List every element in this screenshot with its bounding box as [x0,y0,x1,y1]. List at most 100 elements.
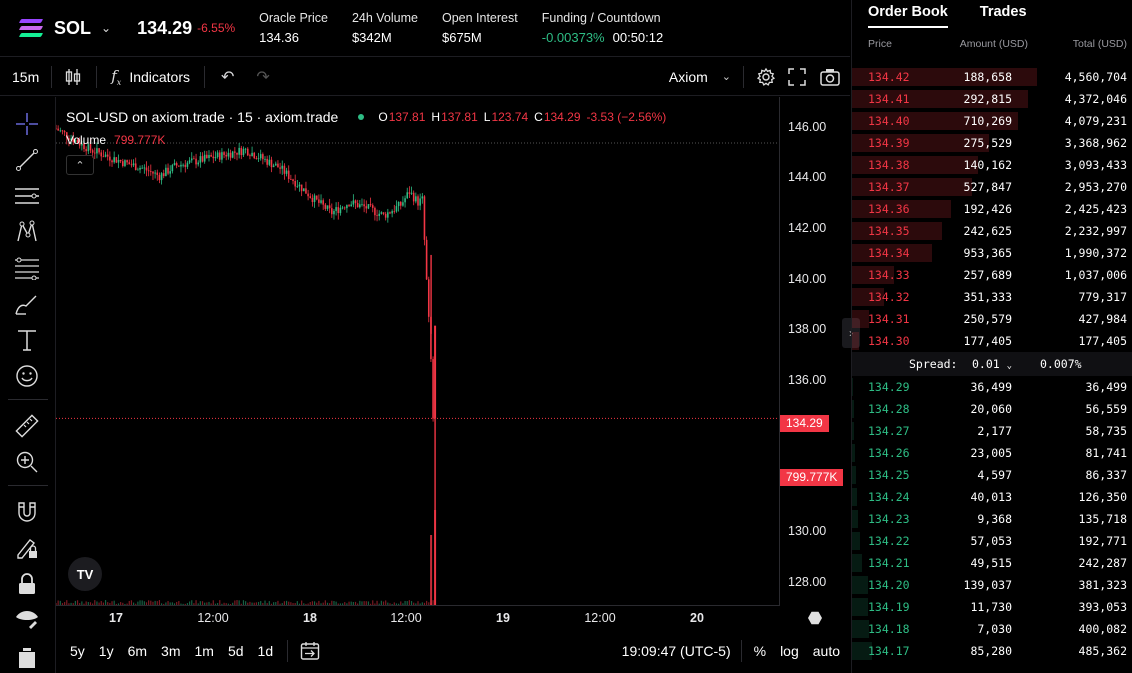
range-6m[interactable]: 6m [127,643,148,659]
bid-row[interactable]: 134.23 9,368 135,718 [852,508,1132,530]
bid-row[interactable]: 134.21 49,515 242,287 [852,552,1132,574]
crosshair-tool[interactable] [12,109,42,139]
volume-bar [290,602,292,605]
symbol-selector[interactable]: SOL ⌄ [18,18,111,39]
percent-toggle[interactable]: % [753,643,767,659]
tab-trades[interactable]: Trades [979,4,1027,20]
magnet-tool[interactable] [12,497,42,527]
bid-row[interactable]: 134.26 23,005 81,741 [852,442,1132,464]
stat-label: 24h Volume [351,11,418,25]
horizontal-lines-tool[interactable] [12,181,42,211]
time-axis[interactable]: 17 12:00 18 12:00 19 12:00 20 [56,605,780,629]
trend-line-icon [16,149,38,171]
bid-row[interactable]: 134.22 57,053 192,771 [852,530,1132,552]
candle-body [365,206,368,209]
screenshot-button[interactable] [820,68,840,86]
bid-row[interactable]: 134.28 20,060 56,559 [852,398,1132,420]
ask-row[interactable]: 134.40 710,269 4,079,231 [852,110,1132,132]
fullscreen-button[interactable] [788,67,806,86]
tab-order-book[interactable]: Order Book [868,0,948,28]
stat-24h-volume: 24h Volume $342M [352,11,418,45]
ask-row[interactable]: 134.37 527,847 2,953,270 [852,176,1132,198]
spread-selector[interactable]: 0.01 ⌄ [972,357,1012,371]
volume-bar [120,602,122,605]
ask-row[interactable]: 134.34 953,365 1,990,372 [852,242,1132,264]
trend-line-tool[interactable] [12,145,42,175]
open-value: 137.81 [388,110,426,124]
volume-bar [294,603,296,605]
range-1m[interactable]: 1m [194,643,214,659]
candle-body [253,152,256,159]
range-3m[interactable]: 3m [161,643,181,659]
ask-row[interactable]: 134.35 242,625 2,232,997 [852,220,1132,242]
collapse-legend-button[interactable]: ⌃ [66,155,94,175]
chart-settings-hex-icon[interactable] [808,611,822,625]
volume-bar [346,603,348,605]
ask-row[interactable]: 134.32 351,333 779,317 [852,286,1132,308]
candle-body [305,188,307,194]
ask-row[interactable]: 134.41 292,815 4,372,046 [852,88,1132,110]
brush-tool[interactable] [12,289,42,319]
ask-row[interactable]: 134.42 188,658 4,560,704 [852,66,1132,88]
ask-row[interactable]: 134.30 177,405 177,405 [852,330,1132,352]
bid-row[interactable]: 134.27 2,177 58,735 [852,420,1132,442]
candle-body [246,148,249,156]
clock-timezone[interactable]: 19:09:47 (UTC-5) [621,643,731,659]
candle-body [434,325,437,419]
tradingview-logo-icon[interactable]: TV [68,557,102,591]
range-5d[interactable]: 5d [227,643,244,659]
text-tool[interactable] [12,325,42,355]
price-axis[interactable]: 146.00 144.00 142.00 140.00 138.00 136.0… [779,97,850,605]
delete-drawings-tool[interactable] [12,641,42,671]
volume-bar [171,602,173,605]
undo-icon[interactable]: ↶ [221,68,235,86]
range-1y[interactable]: 1y [98,643,114,659]
bid-row[interactable]: 134.24 40,013 126,350 [852,486,1132,508]
pattern-tool[interactable] [12,217,42,247]
chart-legend: SOL-USD on axiom.trade · 15 · axiom.trad… [66,109,672,125]
candle-body [104,154,107,157]
ask-row[interactable]: 134.39 275,529 3,368,962 [852,132,1132,154]
bid-row[interactable]: 134.25 4,597 86,337 [852,464,1132,486]
bid-row[interactable]: 134.29 36,499 36,499 [852,376,1132,398]
bid-row[interactable]: 134.18 7,030 400,082 [852,618,1132,640]
ask-row[interactable]: 134.38 140,162 3,093,433 [852,154,1132,176]
log-toggle[interactable]: log [780,643,799,659]
bid-row[interactable]: 134.19 11,730 393,053 [852,596,1132,618]
auto-toggle[interactable]: auto [812,643,840,659]
redo-icon[interactable]: ↷ [256,68,270,86]
indicators-button[interactable]: fx Indicators [111,67,190,87]
orderbook-total: 779,317 [1078,290,1127,304]
range-5y[interactable]: 5y [70,643,85,659]
depth-bar [852,532,860,550]
measure-tool[interactable] [12,411,42,441]
low-value: 123.74 [491,110,529,124]
candle-body [178,165,180,167]
lock-drawing-tool[interactable] [12,533,42,563]
goto-date-button[interactable] [300,641,320,661]
volume-bar [408,600,410,605]
divider [51,65,53,88]
hide-drawings-tool[interactable] [12,603,42,633]
layout-selector[interactable]: Axiom ⌄ [669,69,731,85]
candle-type-button[interactable] [64,67,82,87]
ask-row[interactable]: 134.31 250,579 427,984 [852,308,1132,330]
depth-bar [852,134,989,152]
candle-body [255,158,258,159]
ask-row[interactable]: 134.33 257,689 1,037,006 [852,264,1132,286]
price-chart[interactable] [56,97,780,605]
volume-bar [124,603,126,605]
ask-row[interactable]: 134.36 192,426 2,425,423 [852,198,1132,220]
candle-body [154,172,156,174]
timeframe-button[interactable]: 15m [12,68,40,85]
emoji-tool[interactable] [12,361,42,391]
settings-button[interactable] [756,67,776,87]
zoom-tool[interactable] [12,447,42,477]
bid-row[interactable]: 134.17 85,280 485,362 [852,640,1132,662]
candle-body [311,197,314,203]
close-value: 134.29 [543,110,581,124]
fib-tool[interactable] [12,253,42,283]
bid-row[interactable]: 134.20 139,037 381,323 [852,574,1132,596]
lock-tool[interactable] [12,569,42,599]
range-1d[interactable]: 1d [257,643,274,659]
